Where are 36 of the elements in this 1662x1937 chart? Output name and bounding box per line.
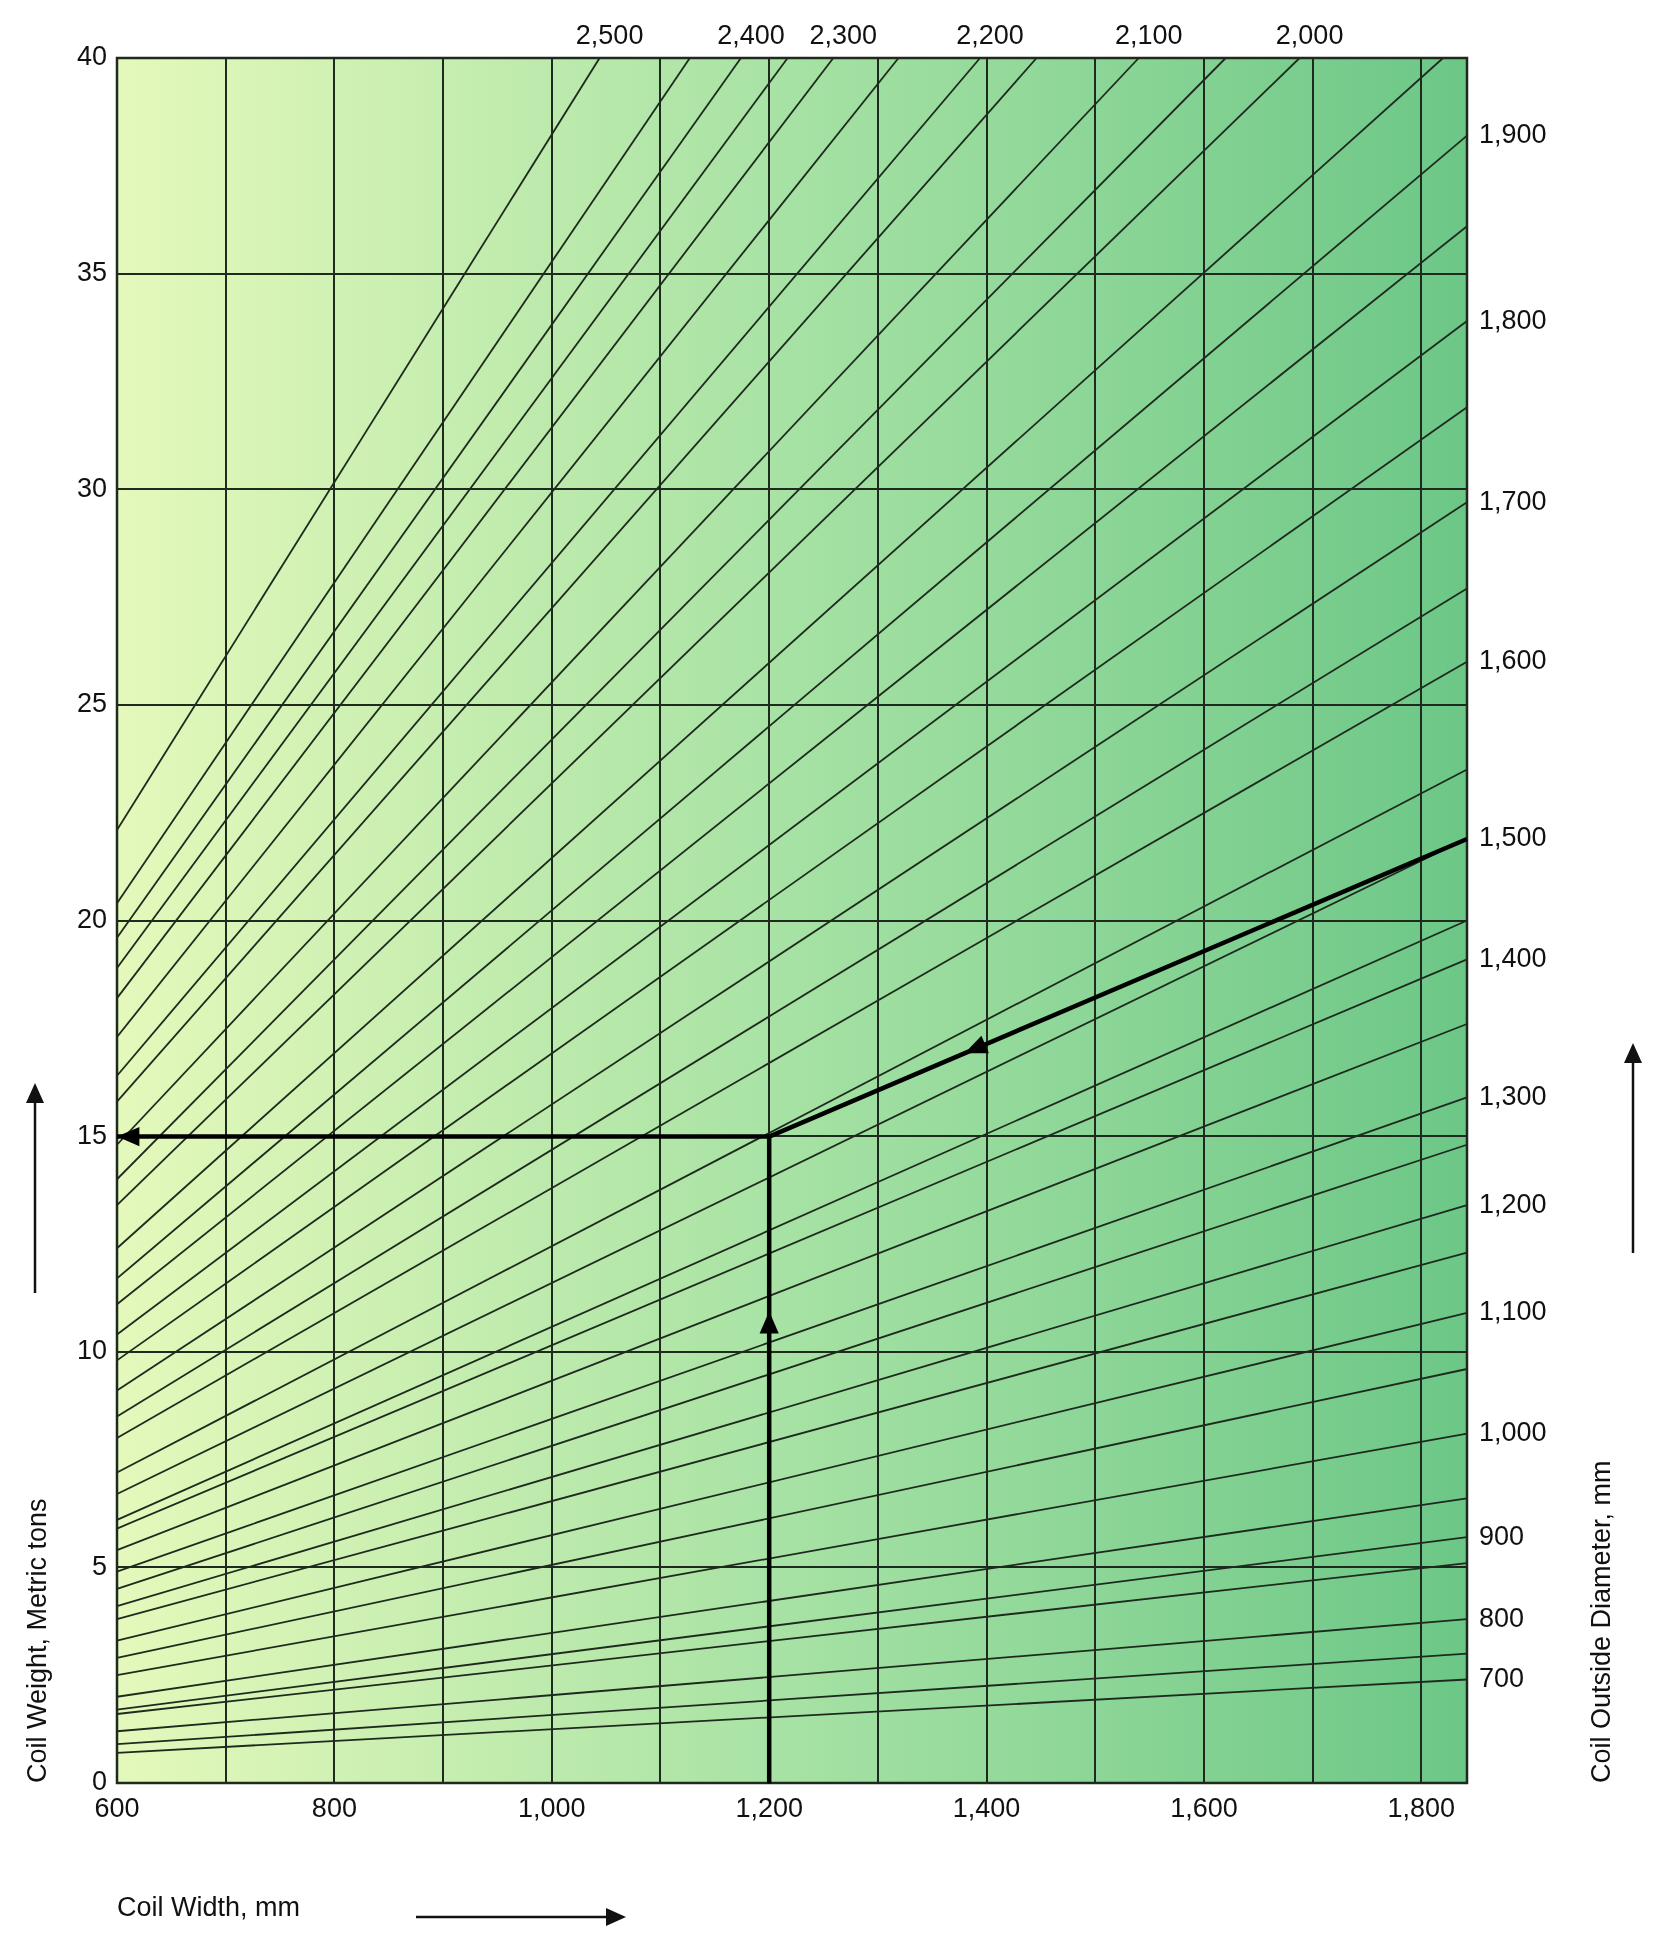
y-tick-label: 20 [76, 903, 107, 934]
annotation: 2,500 [575, 19, 644, 50]
annotation: 1,900 [1479, 119, 1547, 150]
y-tick-label: 40 [76, 41, 107, 72]
annotation: 700 [1479, 1662, 1525, 1693]
y-tick-label: 25 [76, 688, 107, 719]
x-tick-label: 800 [311, 1792, 357, 1823]
annotation: 1,400 [1479, 942, 1547, 973]
annotation: 1,200 [1479, 1188, 1547, 1219]
x-tick-label: 1,800 [1387, 1792, 1456, 1823]
y-tick-label: 30 [76, 472, 107, 503]
annotation: 1,000 [1479, 1417, 1547, 1448]
y-tick-label: 35 [76, 257, 107, 288]
annotation: 1,800 [1479, 304, 1547, 335]
x-tick-label: 1,600 [1170, 1792, 1238, 1823]
annotation: 2,300 [809, 19, 878, 50]
annotation: 2,000 [1275, 19, 1344, 50]
annotation: 2,100 [1114, 19, 1183, 50]
annotation: 800 [1479, 1602, 1525, 1633]
x-axis-title: Coil Width, mm [117, 1892, 301, 1923]
annotation: 900 [1479, 1520, 1525, 1551]
text: Coil Outside Diameter, mm [1586, 1460, 1617, 1783]
x-tick-label: 1,200 [735, 1792, 803, 1823]
x-tick-label: 1,000 [517, 1792, 586, 1823]
annotation: 1,100 [1479, 1296, 1547, 1327]
annotation: 1,500 [1479, 822, 1547, 853]
y-tick-label: 5 [91, 1550, 107, 1581]
y-tick-label: 10 [76, 1335, 107, 1366]
annotation: 1,600 [1479, 645, 1547, 676]
y-tick-label: 15 [76, 1119, 107, 1150]
x-tick-label: 1,400 [952, 1792, 1021, 1823]
annotation: 2,200 [956, 19, 1024, 50]
annotation: 2,400 [717, 19, 785, 50]
annotation: 1,700 [1479, 485, 1547, 516]
y-axis-title: Coil Weight, Metric tons [21, 1498, 52, 1783]
annotation: 1,300 [1479, 1080, 1547, 1111]
